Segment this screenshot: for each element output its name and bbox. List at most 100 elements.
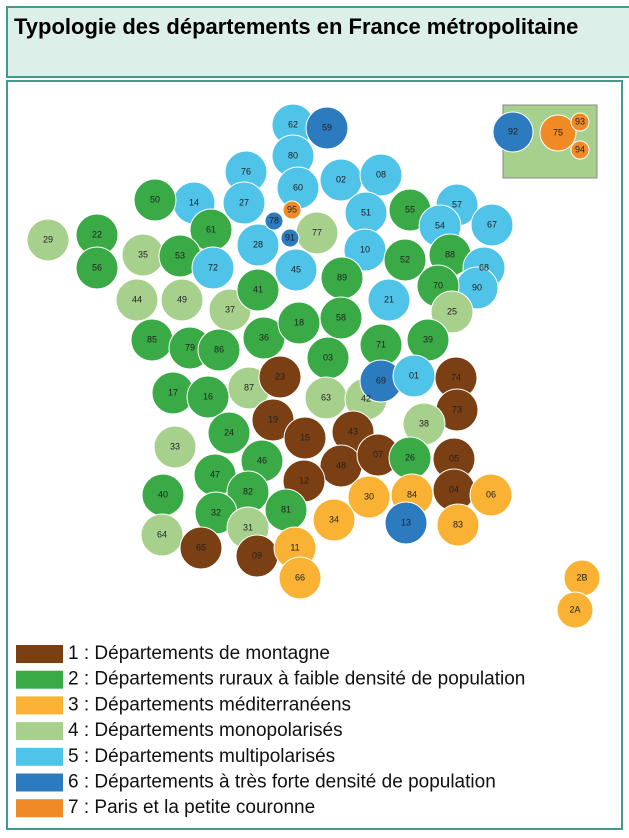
department-code: 07 <box>373 449 383 459</box>
department-code: 80 <box>288 150 298 160</box>
department-code: 2A <box>569 604 580 614</box>
department-code: 13 <box>401 517 411 527</box>
inset-code: 75 <box>553 127 563 137</box>
department-area <box>179 526 223 570</box>
department-code: 40 <box>158 489 168 499</box>
department-code: 62 <box>288 119 298 129</box>
department-code: 17 <box>168 387 178 397</box>
department-code: 06 <box>486 489 496 499</box>
department-code: 74 <box>451 372 461 382</box>
department-code: 88 <box>445 249 455 259</box>
department-area <box>319 296 363 340</box>
department-code: 45 <box>291 264 301 274</box>
legend-label: 7 : Paris et la petite couronne <box>68 797 315 818</box>
department-area <box>207 411 251 455</box>
department-area <box>191 246 235 290</box>
department-area <box>347 475 391 519</box>
department-code: 43 <box>348 426 358 436</box>
department-code: 56 <box>92 262 102 272</box>
department-area <box>469 473 513 517</box>
department-code: 50 <box>150 194 160 204</box>
department-area <box>384 501 428 545</box>
department-area <box>153 425 197 469</box>
department-code: 44 <box>132 294 142 304</box>
department-code: 58 <box>336 312 346 322</box>
inset-area <box>492 111 534 153</box>
department-code: 90 <box>472 282 482 292</box>
map-frame <box>6 80 623 830</box>
inset-area <box>570 140 590 160</box>
department-code: 21 <box>384 294 394 304</box>
department-code: 85 <box>147 334 157 344</box>
department-code: 05 <box>449 453 459 463</box>
legend-swatch <box>16 773 63 792</box>
department-code: 71 <box>376 339 386 349</box>
department-code: 68 <box>479 262 489 272</box>
department-area <box>280 228 300 248</box>
department-code: 42 <box>361 393 371 403</box>
department-code: 60 <box>293 182 303 192</box>
department-code: 41 <box>253 284 263 294</box>
department-code: 11 <box>290 542 299 552</box>
department-area <box>556 591 594 629</box>
department-code: 08 <box>376 169 386 179</box>
department-code: 51 <box>361 207 371 217</box>
department-code: 89 <box>337 272 347 282</box>
department-code: 25 <box>447 306 457 316</box>
department-area <box>305 106 349 150</box>
department-code: 26 <box>405 452 415 462</box>
department-area <box>222 181 266 225</box>
department-code: 84 <box>407 489 417 499</box>
inset-code: 93 <box>575 116 585 126</box>
department-area <box>140 513 184 557</box>
department-code: 37 <box>225 304 235 314</box>
department-area <box>436 503 480 547</box>
department-code: 69 <box>376 375 386 385</box>
department-code: 01 <box>409 370 419 380</box>
department-code: 18 <box>294 317 304 327</box>
legend-label: 5 : Départements multipolarisés <box>68 746 335 767</box>
department-area <box>75 246 119 290</box>
department-code: 66 <box>295 572 305 582</box>
department-code: 35 <box>138 249 148 259</box>
department-code: 2B <box>576 572 587 582</box>
legend-label: 4 : Départements monopolarisés <box>68 720 343 741</box>
department-area <box>197 328 241 372</box>
header: Typologie des départements en France mét… <box>6 6 629 78</box>
legend-swatch <box>16 747 63 766</box>
department-area <box>278 556 322 600</box>
department-code: 78 <box>269 215 279 225</box>
department-area <box>26 218 70 262</box>
department-code: 86 <box>214 344 224 354</box>
legend-swatch <box>16 670 63 689</box>
title: Typologie des départements en France mét… <box>14 14 579 39</box>
department-area <box>277 301 321 345</box>
department-code: 72 <box>208 262 218 272</box>
department-code: 46 <box>257 455 267 465</box>
department-code: 27 <box>239 197 249 207</box>
department-code: 59 <box>322 122 332 132</box>
department-area <box>367 278 411 322</box>
department-code: 57 <box>452 199 462 209</box>
legend-swatch <box>16 799 63 818</box>
department-code: 29 <box>43 234 53 244</box>
department-code: 70 <box>433 280 443 290</box>
department-code: 67 <box>487 219 497 229</box>
department-code: 22 <box>92 229 102 239</box>
department-area <box>359 153 403 197</box>
department-code: 81 <box>281 504 291 514</box>
department-code: 53 <box>175 250 185 260</box>
legend-label: 1 : Départements de montagne <box>68 643 330 664</box>
department-code: 47 <box>210 469 220 479</box>
legend-label: 6 : Départements à très forte densité de… <box>68 772 496 793</box>
department-code: 16 <box>203 391 213 401</box>
department-code: 03 <box>323 352 333 362</box>
department-code: 38 <box>419 418 429 428</box>
department-code: 91 <box>285 232 295 242</box>
department-area <box>160 278 204 322</box>
department-area <box>258 355 302 399</box>
department-code: 32 <box>211 507 221 517</box>
legend-swatch <box>16 696 63 715</box>
department-area <box>236 268 280 312</box>
